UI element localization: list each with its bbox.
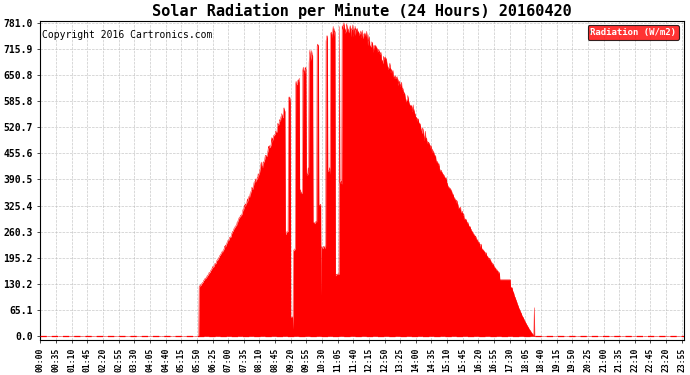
Legend: Radiation (W/m2): Radiation (W/m2) — [588, 25, 679, 40]
Text: Copyright 2016 Cartronics.com: Copyright 2016 Cartronics.com — [42, 30, 212, 40]
Title: Solar Radiation per Minute (24 Hours) 20160420: Solar Radiation per Minute (24 Hours) 20… — [152, 3, 572, 20]
